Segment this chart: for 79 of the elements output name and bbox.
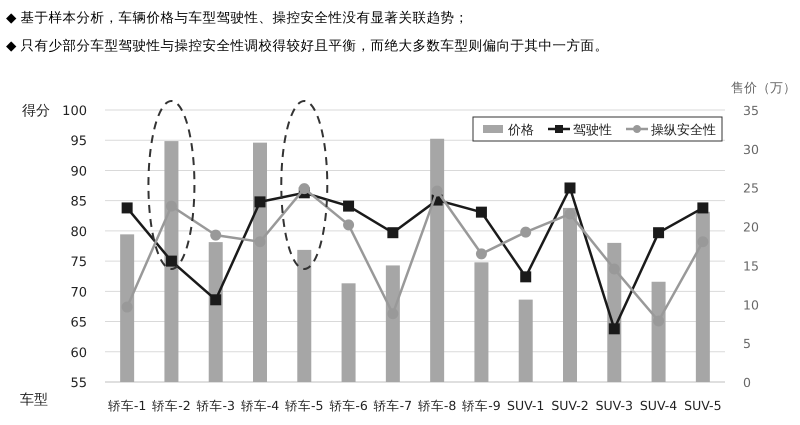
point bbox=[476, 206, 487, 218]
y-tick-label: 75 bbox=[70, 255, 87, 270]
point bbox=[476, 248, 487, 260]
y2-axis-title: 售价（万） bbox=[731, 81, 796, 96]
point bbox=[653, 315, 664, 326]
x-tick-label: 轿车-5 bbox=[285, 398, 324, 413]
y-tick-label: 100 bbox=[62, 104, 87, 119]
point bbox=[387, 308, 398, 320]
y-tick-label: 90 bbox=[70, 164, 87, 180]
x-tick-label: 轿车-4 bbox=[240, 398, 280, 413]
y2-tick-label: 10 bbox=[743, 297, 759, 312]
point bbox=[387, 227, 398, 238]
y-tick-label: 55 bbox=[70, 376, 87, 391]
point bbox=[122, 302, 133, 313]
point bbox=[210, 230, 222, 241]
y-tick-label: 80 bbox=[70, 224, 87, 240]
x-tick-label: SUV-1 bbox=[507, 398, 544, 413]
legend-label: 价格 bbox=[507, 123, 534, 138]
legend-label: 操纵安全性 bbox=[651, 122, 716, 138]
x-tick-label: 轿车-7 bbox=[374, 398, 412, 413]
bar bbox=[164, 141, 178, 382]
point bbox=[254, 196, 266, 208]
point bbox=[210, 294, 222, 306]
bar bbox=[120, 234, 134, 382]
y-tick-label: 70 bbox=[70, 285, 87, 300]
y-axis-title: 得分 bbox=[22, 103, 50, 119]
point bbox=[564, 208, 576, 220]
x-axis-title: 车型 bbox=[20, 392, 48, 408]
bar bbox=[518, 300, 533, 382]
x-tick-label: 轿车-1 bbox=[108, 398, 146, 413]
point bbox=[653, 227, 664, 238]
x-tick-label: 轿车-3 bbox=[196, 398, 235, 413]
y2-tick-label: 0 bbox=[743, 375, 751, 390]
y-tick-label: 85 bbox=[70, 194, 87, 210]
bar bbox=[696, 212, 710, 382]
point bbox=[697, 202, 708, 214]
point bbox=[432, 185, 443, 196]
x-tick-label: 轿车-9 bbox=[462, 398, 501, 413]
point bbox=[564, 182, 576, 194]
point bbox=[343, 200, 354, 212]
x-tick-label: SUV-5 bbox=[684, 398, 722, 413]
bar bbox=[297, 250, 312, 382]
y2-tick-label: 15 bbox=[743, 258, 759, 274]
bar bbox=[208, 242, 223, 382]
point bbox=[520, 226, 532, 238]
y-tick-label: 65 bbox=[70, 316, 87, 331]
bar bbox=[386, 265, 400, 382]
point bbox=[166, 200, 177, 212]
y2-tick-label: 25 bbox=[743, 180, 759, 196]
bar bbox=[342, 283, 356, 382]
y2-tick-label: 30 bbox=[743, 142, 759, 157]
bar bbox=[474, 262, 488, 382]
y-tick-label: 60 bbox=[70, 346, 87, 361]
x-tick-label: 轿车-8 bbox=[418, 398, 456, 413]
legend-label: 驾驶性 bbox=[573, 123, 612, 138]
text: ◆ 基于样本分析，车辆价格与车型驾驶性、操控安全性没有显著关联趋势； bbox=[6, 10, 469, 26]
text: ◆ 只有少部分车型驾驶性与操控安全性调校得较好且平衡，而绝大多数车型则偏向于其中一方面。 bbox=[6, 38, 609, 54]
y2-tick-label: 35 bbox=[743, 103, 759, 118]
x-tick-label: SUV-4 bbox=[640, 398, 678, 413]
point bbox=[697, 236, 708, 248]
point bbox=[608, 323, 620, 334]
x-tick-label: 轿车-2 bbox=[152, 398, 191, 413]
point bbox=[520, 271, 532, 282]
point bbox=[298, 183, 310, 194]
point bbox=[343, 219, 354, 230]
y-tick-label: 95 bbox=[70, 134, 87, 150]
point bbox=[254, 236, 266, 248]
y2-tick-label: 20 bbox=[743, 220, 759, 235]
point bbox=[122, 202, 133, 214]
point bbox=[166, 256, 177, 267]
x-tick-label: 轿车-6 bbox=[329, 398, 368, 413]
y2-tick-label: 5 bbox=[743, 336, 751, 352]
bar bbox=[563, 208, 577, 382]
x-tick-label: SUV-3 bbox=[596, 398, 633, 413]
bar bbox=[430, 138, 444, 382]
bar bbox=[253, 142, 267, 382]
x-tick-label: SUV-2 bbox=[551, 398, 589, 413]
bar bbox=[652, 282, 666, 382]
point bbox=[608, 263, 620, 274]
